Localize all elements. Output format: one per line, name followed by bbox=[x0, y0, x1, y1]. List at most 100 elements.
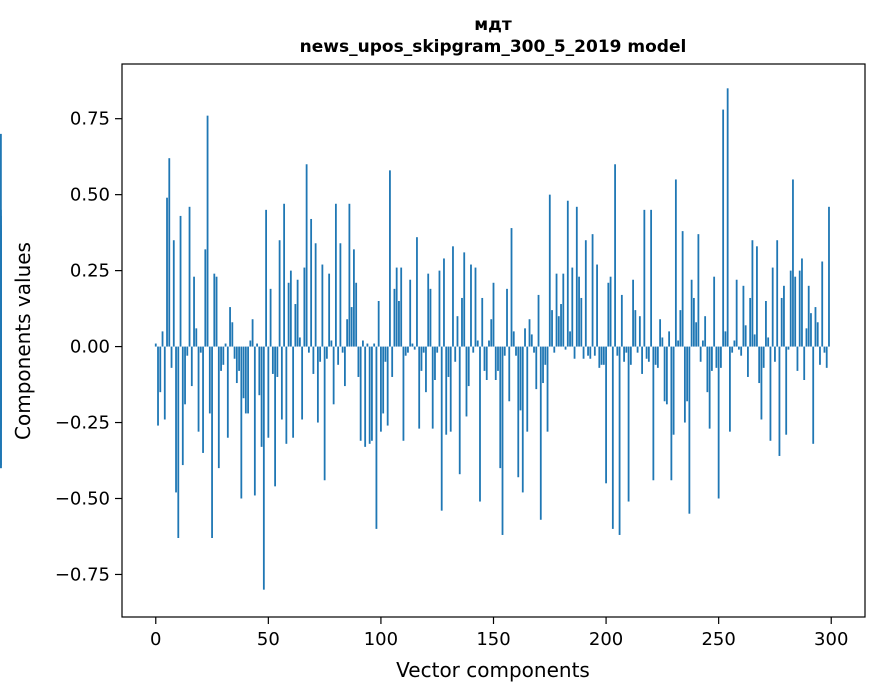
bar bbox=[445, 346, 448, 435]
bar bbox=[647, 346, 650, 362]
bar bbox=[738, 346, 740, 350]
bar bbox=[154, 343, 157, 347]
y-tick-label: 0.50 bbox=[70, 185, 110, 206]
bar bbox=[697, 234, 700, 347]
bar bbox=[197, 346, 200, 432]
bar bbox=[398, 301, 400, 347]
bar bbox=[377, 301, 380, 347]
bar bbox=[749, 297, 752, 347]
bar bbox=[231, 322, 234, 347]
bar bbox=[334, 203, 337, 347]
bar bbox=[665, 346, 668, 405]
bar bbox=[506, 288, 508, 347]
y-tick-label: 0.25 bbox=[70, 261, 110, 282]
bar bbox=[350, 307, 353, 347]
bar bbox=[584, 240, 587, 347]
bar bbox=[607, 282, 610, 347]
bar bbox=[494, 346, 497, 380]
chart-title: мдт bbox=[474, 15, 512, 35]
bar bbox=[767, 337, 770, 347]
bar bbox=[634, 310, 637, 347]
bar bbox=[571, 267, 574, 347]
bar bbox=[629, 346, 632, 365]
bar bbox=[742, 285, 745, 347]
bar bbox=[339, 243, 342, 347]
bar bbox=[458, 346, 461, 475]
bar bbox=[213, 273, 216, 347]
bar bbox=[217, 346, 220, 469]
bar bbox=[481, 297, 484, 347]
x-tick-label: 150 bbox=[476, 629, 510, 650]
bar bbox=[316, 346, 319, 423]
bar bbox=[199, 346, 202, 353]
bar bbox=[452, 246, 454, 347]
bar bbox=[395, 267, 398, 347]
bar bbox=[668, 331, 671, 347]
bar bbox=[400, 267, 403, 347]
bar bbox=[699, 346, 702, 362]
bar bbox=[463, 252, 466, 347]
bar bbox=[681, 231, 684, 347]
bar bbox=[375, 346, 378, 529]
bar bbox=[614, 164, 616, 347]
bar bbox=[528, 319, 531, 347]
bar bbox=[170, 346, 173, 368]
bar bbox=[566, 200, 569, 347]
bar bbox=[244, 346, 247, 414]
bar bbox=[717, 346, 720, 499]
y-tick-label: 0.00 bbox=[70, 337, 110, 358]
bar bbox=[380, 346, 382, 432]
bar bbox=[638, 316, 641, 347]
bar bbox=[690, 279, 693, 347]
bar bbox=[501, 346, 504, 535]
bar bbox=[810, 313, 812, 347]
bar bbox=[429, 288, 432, 347]
bar bbox=[278, 240, 281, 347]
bar bbox=[546, 346, 549, 432]
bar bbox=[305, 164, 308, 347]
bar bbox=[789, 270, 792, 347]
bar bbox=[258, 346, 261, 396]
bar bbox=[348, 203, 351, 347]
x-axis-ticks: 0 50 100 150 200 250 300 bbox=[150, 617, 848, 650]
bar bbox=[166, 197, 168, 347]
bar bbox=[533, 346, 535, 353]
bar bbox=[711, 346, 713, 371]
bar bbox=[526, 346, 529, 432]
bar bbox=[346, 319, 349, 347]
bar bbox=[616, 346, 619, 356]
bar bbox=[420, 346, 423, 371]
bar bbox=[353, 249, 355, 347]
bar bbox=[821, 261, 824, 347]
bar bbox=[672, 346, 675, 435]
bar bbox=[548, 194, 551, 347]
bar bbox=[735, 279, 738, 347]
bar bbox=[783, 285, 785, 347]
bar bbox=[454, 346, 457, 362]
bar bbox=[499, 346, 502, 469]
bar bbox=[643, 209, 646, 347]
bar bbox=[542, 346, 544, 384]
bar bbox=[449, 346, 452, 432]
bar bbox=[555, 273, 558, 347]
bar bbox=[427, 273, 430, 347]
bar bbox=[521, 346, 524, 493]
bar bbox=[391, 346, 394, 377]
bar bbox=[765, 301, 767, 347]
bar bbox=[580, 297, 583, 347]
bar bbox=[172, 240, 175, 347]
bar bbox=[609, 276, 612, 347]
bar bbox=[402, 346, 405, 441]
bar bbox=[713, 276, 716, 347]
bar bbox=[476, 340, 479, 347]
bar bbox=[465, 346, 468, 417]
bar bbox=[204, 249, 207, 347]
bar bbox=[411, 343, 414, 347]
bar bbox=[247, 346, 249, 414]
bar bbox=[564, 346, 567, 350]
y-tick-label: 0.75 bbox=[70, 109, 110, 130]
bar bbox=[175, 346, 177, 493]
bar bbox=[483, 346, 486, 371]
bar bbox=[479, 346, 481, 502]
bar bbox=[332, 346, 335, 405]
